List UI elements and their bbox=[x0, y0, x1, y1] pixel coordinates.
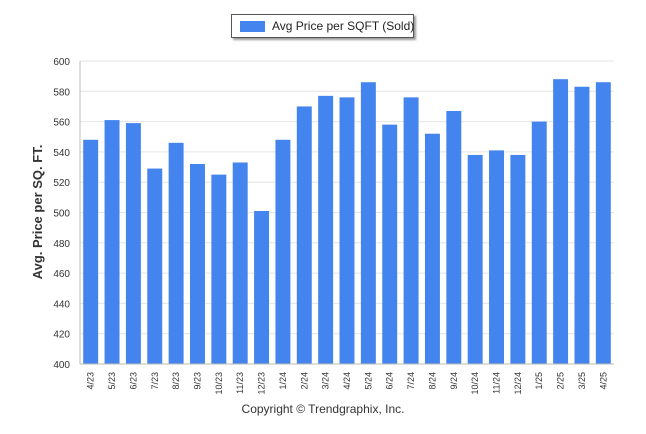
bar bbox=[125, 123, 141, 365]
bar bbox=[211, 174, 227, 364]
x-tick-label: 4/23 bbox=[86, 372, 96, 390]
x-tick-label: 8/23 bbox=[171, 372, 181, 390]
bar bbox=[318, 95, 334, 364]
y-tick-label: 460 bbox=[53, 269, 70, 280]
y-tick-labels: 400 420 440 460 480 500 520 540 560 580 600 bbox=[53, 57, 70, 371]
x-tick-label: 12/24 bbox=[513, 372, 523, 395]
bar bbox=[360, 82, 376, 365]
x-tick-label: 10/24 bbox=[470, 372, 480, 395]
x-tick-label: 2/24 bbox=[299, 372, 309, 390]
copyright-text: Copyright © Trendgraphix, Inc. bbox=[241, 402, 405, 416]
x-tick-label: 5/24 bbox=[363, 372, 373, 390]
bar bbox=[595, 82, 611, 365]
y-tick-label: 500 bbox=[53, 209, 70, 220]
legend-label: Avg Price per SQFT (Sold) bbox=[272, 19, 415, 33]
bar bbox=[382, 124, 398, 364]
bar bbox=[424, 133, 440, 364]
y-tick-label: 420 bbox=[53, 330, 70, 341]
x-tick-label: 6/24 bbox=[385, 372, 395, 390]
y-tick-label: 400 bbox=[53, 360, 70, 371]
bar bbox=[403, 97, 419, 365]
y-tick-label: 480 bbox=[53, 239, 70, 250]
bar bbox=[510, 154, 526, 364]
bar bbox=[104, 120, 120, 365]
x-tick-label: 9/23 bbox=[192, 372, 202, 390]
bar bbox=[489, 150, 504, 364]
x-tick-label: 7/24 bbox=[406, 372, 416, 390]
x-tick-label: 5/23 bbox=[107, 372, 117, 390]
bars bbox=[83, 79, 611, 365]
bar bbox=[339, 97, 355, 365]
bar bbox=[254, 210, 270, 364]
bar bbox=[275, 139, 291, 364]
x-tick-label: 11/24 bbox=[492, 372, 502, 394]
x-tick-label: 10/23 bbox=[214, 372, 224, 395]
x-tick-label: 1/25 bbox=[534, 372, 544, 390]
bar bbox=[296, 106, 312, 364]
x-tick-label: 7/23 bbox=[150, 372, 160, 390]
x-tick-label: 12/23 bbox=[257, 372, 267, 395]
bar bbox=[232, 162, 248, 364]
bar bbox=[83, 139, 99, 364]
x-tick-label: 3/25 bbox=[577, 372, 587, 390]
bar bbox=[531, 121, 547, 364]
x-tick-label: 4/24 bbox=[342, 372, 352, 390]
x-tick-label: 11/23 bbox=[235, 372, 245, 394]
y-tick-label: 440 bbox=[53, 299, 70, 310]
x-tick-label: 6/23 bbox=[128, 372, 138, 390]
y-tick-label: 560 bbox=[53, 118, 70, 129]
bar bbox=[574, 86, 590, 364]
legend-swatch bbox=[240, 21, 265, 32]
y-tick-label: 600 bbox=[53, 57, 70, 68]
bar bbox=[467, 154, 483, 364]
bar bbox=[553, 79, 569, 365]
x-tick-label: 4/25 bbox=[598, 372, 608, 390]
x-tick-label: 3/24 bbox=[321, 372, 331, 390]
bar bbox=[190, 164, 205, 364]
x-tick-labels: 4/23 5/23 6/23 7/23 8/23 9/23 10/23 11/23 12/23 1… bbox=[86, 372, 609, 395]
x-tick-label: 8/24 bbox=[427, 372, 437, 390]
bar bbox=[446, 110, 462, 365]
bar bbox=[147, 168, 163, 364]
bar bbox=[168, 142, 184, 364]
y-axis-label: Avg. Price per SQ. FT. bbox=[30, 145, 45, 280]
legend: Avg Price per SQFT (Sold) bbox=[231, 14, 414, 38]
x-tick-label: 9/24 bbox=[449, 372, 459, 390]
axes bbox=[79, 61, 614, 365]
y-tick-label: 520 bbox=[53, 178, 70, 189]
x-tick-label: 2/25 bbox=[556, 372, 566, 390]
x-tick-label: 1/24 bbox=[278, 372, 288, 390]
y-tick-label: 580 bbox=[53, 87, 70, 98]
y-tick-label: 540 bbox=[53, 148, 70, 159]
